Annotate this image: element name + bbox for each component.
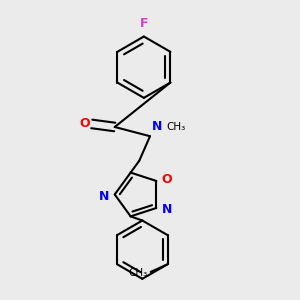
Text: O: O [162,173,172,186]
Text: N: N [152,119,162,133]
Text: N: N [99,190,109,202]
Text: N: N [162,203,172,216]
Text: CH₃: CH₃ [167,122,186,132]
Text: O: O [80,117,90,130]
Text: CH₃: CH₃ [128,268,148,278]
Text: F: F [140,17,148,30]
